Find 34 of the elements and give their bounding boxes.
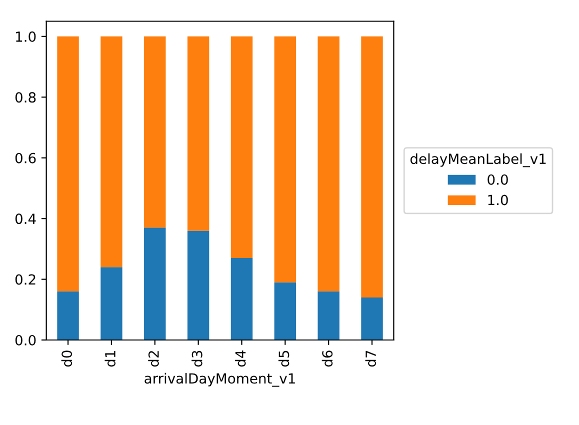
bar (144, 228, 166, 340)
bar (318, 291, 340, 340)
bar (318, 36, 340, 292)
x-tick-label: d3 (192, 350, 202, 367)
x-tick-label: d7 (365, 350, 376, 367)
legend-label: 1.0 (488, 194, 508, 206)
x-tick-label: d2 (148, 351, 159, 367)
bar (274, 282, 296, 340)
y-tick-label: 1.0 (16, 31, 36, 42)
bar (361, 298, 383, 340)
bar (230, 36, 253, 258)
bar (144, 36, 166, 228)
bar (100, 267, 122, 340)
bar (274, 36, 296, 282)
bar (187, 230, 210, 340)
x-axis-title: arrivalDayMoment_v1 (144, 372, 295, 387)
bar (100, 36, 122, 268)
bar (187, 36, 210, 231)
bar (230, 258, 253, 340)
y-tick-label: 0.4 (15, 214, 36, 224)
y-tick-label: 0.6 (15, 152, 36, 164)
legend-label: 0.0 (488, 174, 508, 185)
x-tick-label: d1 (104, 351, 116, 367)
x-tick-label: d6 (322, 350, 333, 367)
bar (57, 291, 79, 340)
x-tick-label: d5 (278, 350, 290, 367)
legend-title: delayMeanLabel_v1 (410, 153, 546, 168)
x-tick-label: d0 (61, 350, 72, 367)
x-tick-label: d4 (235, 350, 246, 367)
bar (361, 36, 383, 298)
bar (57, 36, 79, 292)
y-tick-label: 0.0 (15, 334, 36, 346)
y-tick-label: 0.2 (15, 274, 36, 285)
y-tick-label: 0.8 (15, 92, 36, 103)
